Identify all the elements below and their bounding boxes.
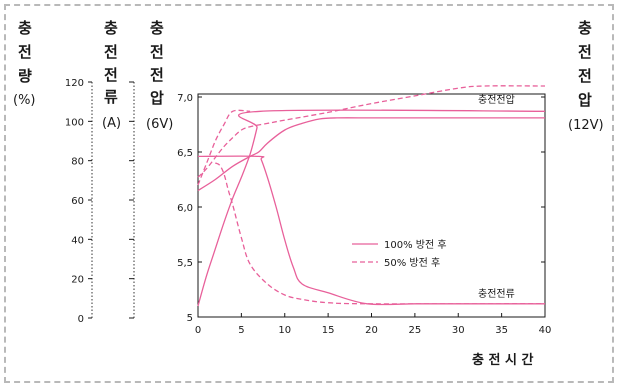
legend: 100% 방전 후 50% 방전 후 — [352, 239, 447, 269]
charge-current-title-char-2: 전 — [104, 43, 118, 61]
series-charge_amount-solid — [197, 109, 546, 307]
charge-voltage-12v-title-char-4: 압 — [578, 91, 592, 109]
charge-voltage-12v-title-char-2: 전 — [578, 43, 592, 61]
voltage-tick-label-4: 7,0 — [177, 93, 193, 104]
charge-amount-tick-label-1: 20 — [71, 275, 84, 286]
charge-current-title-char-4: 류 — [104, 88, 118, 106]
charge-voltage-6v-title-char-4: 압 — [150, 89, 164, 107]
charge-voltage-12v-axis-title: 충 전 전 압 (12V) — [568, 19, 604, 133]
series-voltage-dashed — [197, 85, 546, 178]
x-tick-label-0: 0 — [195, 325, 201, 336]
x-tick-label-3: 15 — [322, 325, 335, 336]
charge-amount-tick-label-5: 100 — [65, 117, 84, 128]
series-current-dashed — [215, 162, 546, 305]
charge-voltage-6v-title-char-2: 전 — [150, 43, 164, 61]
charge-voltage-12v-unit: (12V) — [568, 118, 604, 133]
charge-amount-tick-label-6: 120 — [65, 78, 84, 89]
voltage-axis-ticks: 5 5,5 6,0 6,5 7,0 — [177, 93, 202, 324]
charge-current-title-char-1: 충 — [104, 19, 118, 37]
charge-current-title-char-3: 전 — [104, 66, 118, 84]
series-voltage-solid — [197, 117, 545, 192]
x-tick-label-1: 5 — [238, 325, 244, 336]
charge-voltage-6v-axis-title: 충 전 전 압 (6V) — [146, 19, 173, 132]
charge-current-axis-title: 충 전 전 류 (A) — [102, 19, 121, 131]
series-current-solid — [197, 155, 545, 306]
voltage-curve-label: 충전전압 — [478, 93, 515, 106]
charge-current-unit: (A) — [102, 116, 121, 131]
charge-amount-title-char-1: 충 — [18, 19, 32, 37]
plot-area — [197, 93, 546, 318]
voltage-tick-label-1: 5,5 — [177, 258, 193, 269]
voltage-tick-label-0: 5 — [187, 313, 193, 324]
x-tick-label-4: 20 — [365, 325, 378, 336]
legend-item-100: 100% 방전 후 — [384, 239, 447, 251]
charge-amount-tick-label-2: 40 — [71, 235, 84, 246]
charge-amount-tick-label-3: 60 — [71, 196, 84, 207]
charge-amount-tick-label-0: 0 — [78, 314, 84, 325]
right-axis-ticks — [541, 96, 545, 318]
charge-amount-title-char-3: 량 — [18, 67, 32, 85]
chart-series — [197, 85, 546, 307]
charge-voltage-6v-title-char-1: 충 — [150, 19, 164, 37]
charge-voltage-6v-title-char-3: 전 — [150, 66, 164, 84]
chart-frame — [4, 4, 614, 383]
x-tick-label-8: 40 — [539, 325, 552, 336]
x-tick-label-6: 30 — [452, 325, 465, 336]
x-tick-label-2: 10 — [278, 325, 291, 336]
legend-item-50: 50% 방전 후 — [384, 257, 440, 269]
charge-amount-tick-label-4: 80 — [71, 157, 84, 168]
charge-amount-axis-title: 충 전 량 (%) — [13, 19, 36, 108]
charge-amount-unit: (%) — [13, 93, 36, 108]
current-curve-label: 충전전류 — [478, 288, 515, 300]
charge-amount-title-char-2: 전 — [18, 43, 32, 61]
charge-current-ticks — [129, 81, 134, 319]
voltage-tick-label-2: 6,0 — [177, 203, 193, 214]
voltage-tick-label-3: 6,5 — [177, 148, 193, 159]
charge-voltage-12v-title-char-1: 충 — [578, 19, 592, 37]
x-tick-label-7: 35 — [495, 325, 508, 336]
x-tick-label-5: 25 — [409, 325, 422, 336]
charge-voltage-6v-unit: (6V) — [146, 117, 173, 132]
charge-voltage-12v-title-char-3: 전 — [578, 67, 592, 85]
series-charge_amount-dashed — [197, 109, 251, 186]
x-axis-label: 충 전 시 간 — [472, 352, 533, 368]
charge-amount-ticks: 0 20 40 60 80 100 120 — [65, 78, 92, 325]
x-axis-ticks: 0 5 10 15 20 25 30 35 40 — [195, 313, 552, 336]
